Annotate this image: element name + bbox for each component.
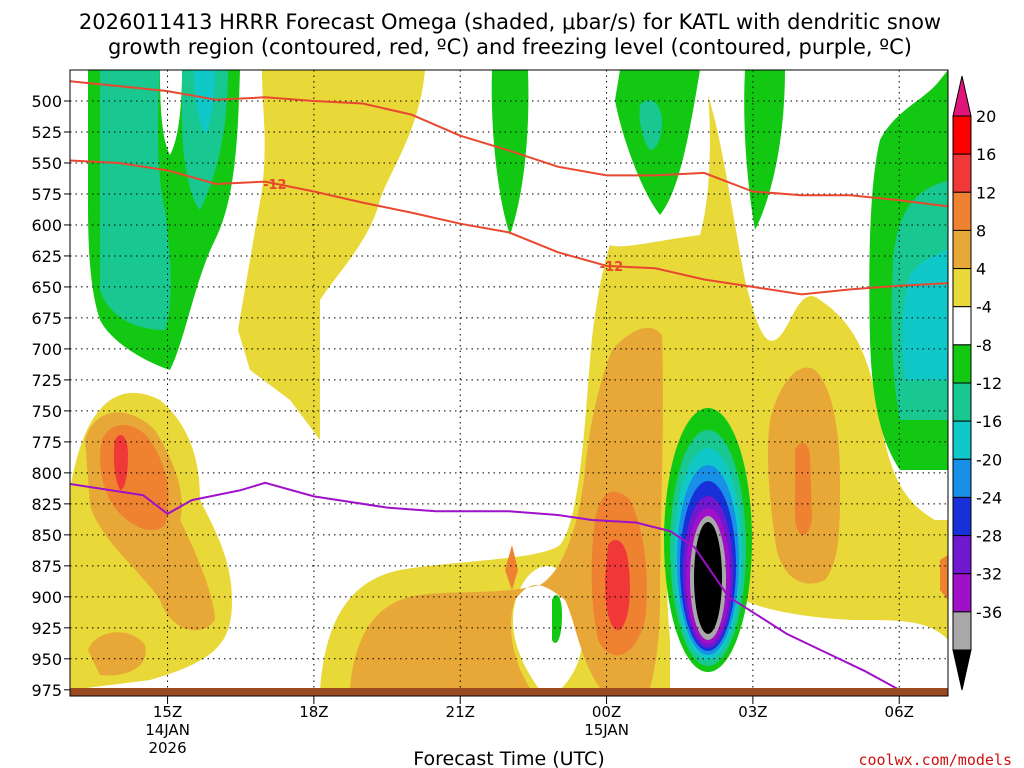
colorbar-swatch [952,573,972,613]
y-tick-label: 600 [31,216,62,235]
y-tick-label: 550 [31,154,62,173]
colorbar-label: -24 [976,488,1002,507]
y-tick-label: 525 [31,123,62,142]
omega-region-sink [88,632,146,676]
colorbar-swatch [952,115,972,155]
colorbar-label: -36 [976,603,1002,622]
y-tick-label: 800 [31,464,62,483]
colorbar-swatch [952,191,972,231]
y-axis: 500 525 550 575 600 625 650 675 700 725 750 775 800 8… [31,92,70,700]
omega-region-rise [100,70,171,330]
y-tick-label: 700 [31,340,62,359]
colorbar-swatch [952,496,972,537]
x-tick-label: 06Z [885,703,914,721]
y-tick-label: 950 [31,650,62,669]
plot-frame [69,69,949,697]
y-tick-label: 725 [31,371,62,390]
omega-core-rise [694,522,722,634]
contour-freezing-level [70,481,900,691]
omega-shading [70,70,948,690]
colorbar-label: 12 [976,183,996,202]
y-tick-label: 850 [31,526,62,545]
x-tick-label: 00Z [592,703,621,721]
chart-title-line1: 2026011413 HRRR Forecast Omega (shaded, … [79,10,941,34]
y-tick-label: 750 [31,402,62,421]
y-tick-label: 575 [31,185,62,204]
colorbar-label: 16 [976,145,996,164]
y-tick-label: 975 [31,681,62,700]
contour-isotherm-minus12 [70,159,948,296]
y-tick-label: 775 [31,433,62,452]
colorbar-label: -28 [976,527,1002,546]
plot-area: -12 -12 [70,70,948,696]
chart-title-line2: growth region (contoured, red, ºC) and f… [108,35,912,59]
x-tick-label: 21Z [446,703,475,721]
colorbar-label: 4 [976,260,986,279]
y-tick-label: 875 [31,557,62,576]
y-tick-label: 500 [31,92,62,111]
contour-label: -12 [263,178,287,193]
colorbar-swatch [952,535,972,575]
omega-region-sink [350,327,663,688]
y-tick-label: 825 [31,495,62,514]
colorbar-label: -16 [976,412,1002,431]
credit-text: coolwx.com/models [858,751,1012,768]
contour-isotherm-minus12 [70,80,948,208]
contour-lines: -12 -12 [70,80,948,691]
y-tick-label: 675 [31,309,62,328]
omega-region-sink [795,443,812,535]
colorbar-overflow-low [952,649,972,691]
colorbar-swatch [952,382,972,422]
y-tick-label: 625 [31,247,62,266]
x-tick-date: 15JAN [584,721,629,739]
x-tick-label: 18Z [299,703,328,721]
colorbar-label: -32 [976,565,1002,584]
colorbar-label: -12 [976,374,1002,393]
contour-label: -12 [600,260,624,275]
colorbar-label: -8 [976,336,992,355]
colorbar-label: 8 [976,221,986,240]
x-tick-date: 14JAN [145,721,190,739]
colorbar-label: -4 [976,298,992,317]
colorbar-label: -20 [976,450,1002,469]
omega-region-rise [902,250,948,380]
colorbar-swatch [952,344,972,384]
colorbar-swatch [952,306,972,346]
y-tick-label: 900 [31,588,62,607]
colorbar: 20 16 12 8 4 -4 -8 -12 -16 -20 -24 -28 -32 -36 [952,75,1002,691]
omega-region-sink [113,435,128,490]
colorbar-swatch [952,458,972,498]
omega-region-sink [605,540,630,631]
omega-region-rise [194,70,215,135]
x-tick-label: 03Z [738,703,767,721]
omega-region-rise [639,100,662,150]
omega-region-rise [552,595,562,643]
omega-region-sink [505,545,518,590]
omega-region-rise [182,70,228,210]
colorbar-swatch [952,268,972,308]
colorbar-overflow-high [952,75,972,117]
x-axis-label: Forecast Time (UTC) [413,748,604,768]
ground-surface [70,688,948,696]
omega-region-rise [491,70,529,235]
omega-region-rise [744,70,785,230]
colorbar-swatch [952,611,972,651]
y-tick-label: 650 [31,278,62,297]
colorbar-swatch [952,229,972,270]
x-tick-label: 15Z [153,703,182,721]
x-tick-year: 2026 [148,739,186,757]
colorbar-swatch [952,420,972,460]
colorbar-label: 20 [976,107,996,126]
colorbar-swatch [952,153,972,193]
y-tick-label: 925 [31,619,62,638]
